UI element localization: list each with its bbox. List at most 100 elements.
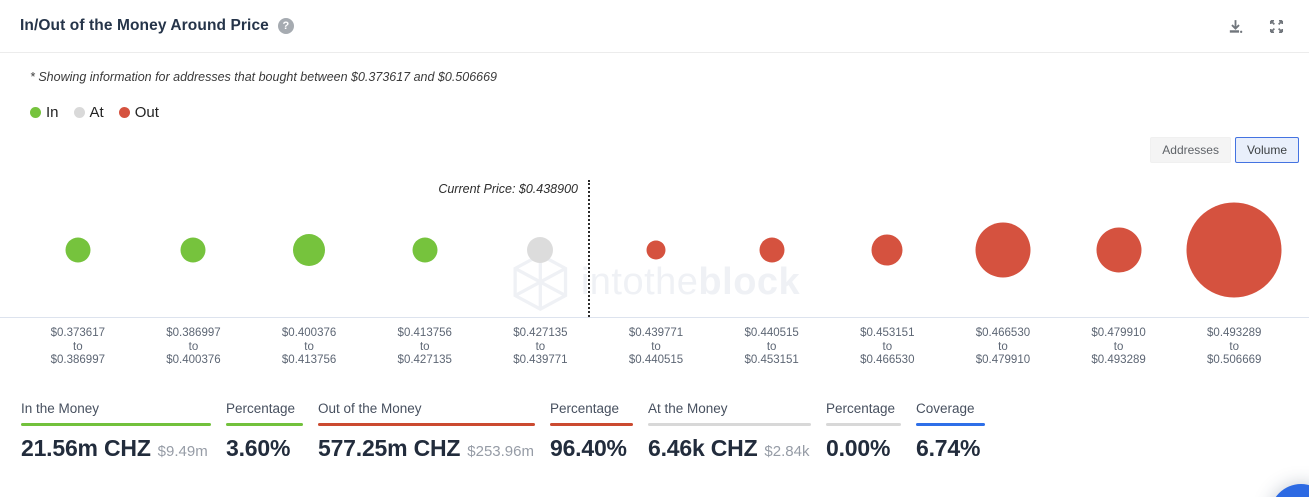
range-from: $0.373617 xyxy=(50,327,105,339)
summary-stats: In the Money 21.56m CHZ $9.49m Percentag… xyxy=(21,401,1309,462)
page-title: In/Out of the Money Around Price xyxy=(20,17,269,34)
legend-dot-icon xyxy=(30,107,41,118)
price-bucket-column xyxy=(483,180,599,317)
toggle-addresses[interactable]: Addresses xyxy=(1150,137,1231,163)
stat-subvalue: $9.49m xyxy=(157,442,208,460)
stat-block: Percentage 3.60% xyxy=(226,401,303,462)
stat-underline xyxy=(226,422,303,426)
price-bucket-column xyxy=(251,180,367,317)
legend-item[interactable]: Out xyxy=(118,104,159,121)
range-to: $0.386997 xyxy=(50,354,105,366)
price-range-label: $0.439771 to $0.440515 xyxy=(598,327,714,368)
price-bucket-column xyxy=(367,180,483,317)
range-separator: to xyxy=(998,340,1008,353)
mode-toggle: Addresses Volume xyxy=(0,137,1309,163)
price-range-label: $0.427135 to $0.439771 xyxy=(483,327,599,368)
volume-bubble[interactable] xyxy=(1096,227,1142,273)
legend-label: At xyxy=(89,104,104,121)
expand-icon[interactable] xyxy=(1268,18,1285,35)
price-range-label: $0.493289 to $0.506669 xyxy=(1176,327,1292,368)
stat-value: 0.00% xyxy=(826,434,891,461)
stat-value: 21.56m CHZ xyxy=(21,434,151,461)
range-from: $0.493289 xyxy=(1207,327,1262,339)
price-bucket-column xyxy=(136,180,252,317)
help-icon[interactable]: ? xyxy=(277,18,294,34)
range-separator: to xyxy=(304,340,314,353)
range-to: $0.479910 xyxy=(975,354,1031,366)
range-from: $0.386997 xyxy=(166,327,221,339)
range-separator: to xyxy=(1229,340,1240,353)
range-from: $0.439771 xyxy=(628,327,684,339)
price-bucket-column xyxy=(598,180,714,317)
price-bucket-column xyxy=(1061,180,1177,317)
range-separator: to xyxy=(535,340,546,353)
volume-bubble[interactable] xyxy=(180,237,206,263)
stat-block: Percentage 0.00% xyxy=(826,401,901,462)
volume-bubble[interactable] xyxy=(759,237,785,263)
price-bucket-column xyxy=(1176,180,1292,317)
range-to: $0.440515 xyxy=(628,354,684,366)
volume-bubble[interactable] xyxy=(527,237,554,263)
legend-label: Out xyxy=(134,104,159,121)
range-to: $0.453151 xyxy=(744,354,799,366)
range-to: $0.439771 xyxy=(513,354,568,366)
download-icon[interactable] xyxy=(1227,18,1244,35)
range-separator: to xyxy=(882,340,893,353)
price-range-label: $0.466530 to $0.479910 xyxy=(945,327,1061,368)
chat-widget-button[interactable] xyxy=(1270,484,1309,497)
stat-value: 6.46k CHZ xyxy=(648,434,758,461)
legend-dot-icon xyxy=(118,107,130,118)
volume-bubble[interactable] xyxy=(871,234,903,266)
stat-label: Percentage xyxy=(826,400,896,416)
price-range-label: $0.479910 to $0.493289 xyxy=(1061,327,1177,368)
range-separator: to xyxy=(651,340,661,353)
range-to: $0.493289 xyxy=(1091,354,1146,366)
legend: In At Out xyxy=(30,104,1309,121)
range-from: $0.440515 xyxy=(744,327,799,339)
price-bucket-column xyxy=(20,180,136,317)
price-range-axis: $0.373617 to $0.386997 $0.386997 to $0.4… xyxy=(20,318,1292,368)
stat-value: 96.40% xyxy=(550,434,627,461)
toggle-volume[interactable]: Volume xyxy=(1234,137,1299,163)
bubble-chart: Current Price: $0.438900 intotheblock xyxy=(0,180,1309,318)
stat-block: At the Money 6.46k CHZ $2.84k xyxy=(648,401,811,462)
volume-bubble[interactable] xyxy=(412,237,438,263)
stat-label: Coverage xyxy=(916,400,975,416)
price-range-label: $0.400376 to $0.413756 xyxy=(251,327,367,368)
legend-item[interactable]: In xyxy=(30,104,59,121)
stat-block: Percentage 96.40% xyxy=(550,401,633,462)
price-range-label: $0.386997 to $0.400376 xyxy=(136,327,252,368)
range-to: $0.413756 xyxy=(281,354,337,366)
range-from: $0.453151 xyxy=(860,327,915,339)
current-price-line xyxy=(588,180,590,317)
legend-dot-icon xyxy=(73,107,85,118)
price-range-label: $0.413756 to $0.427135 xyxy=(367,327,483,368)
range-separator: to xyxy=(419,340,430,353)
range-to: $0.427135 xyxy=(397,354,452,366)
range-separator: to xyxy=(188,340,199,353)
volume-bubble[interactable] xyxy=(293,234,326,266)
range-from: $0.413756 xyxy=(397,327,452,339)
volume-bubble[interactable] xyxy=(975,222,1031,278)
volume-bubble[interactable] xyxy=(65,237,91,263)
range-separator: to xyxy=(73,340,83,353)
stat-value: 577.25m CHZ xyxy=(318,434,461,461)
stat-value: 3.60% xyxy=(226,434,291,461)
legend-item[interactable]: At xyxy=(73,104,104,121)
bubble-columns xyxy=(20,180,1292,317)
stat-subvalue: $2.84k xyxy=(764,442,810,460)
stat-label: In the Money xyxy=(21,400,100,416)
stat-underline xyxy=(21,422,211,426)
stat-underline xyxy=(648,422,811,426)
range-separator: to xyxy=(1113,340,1124,353)
range-from: $0.400376 xyxy=(281,327,337,339)
price-bucket-column xyxy=(945,180,1061,317)
stat-underline xyxy=(916,422,985,426)
volume-bubble[interactable] xyxy=(1186,202,1282,298)
price-bucket-column xyxy=(714,180,830,317)
price-range-label: $0.453151 to $0.466530 xyxy=(829,327,945,368)
stat-underline xyxy=(550,422,633,426)
price-bucket-column xyxy=(829,180,945,317)
stat-label: Percentage xyxy=(226,400,296,416)
volume-bubble[interactable] xyxy=(646,240,666,260)
